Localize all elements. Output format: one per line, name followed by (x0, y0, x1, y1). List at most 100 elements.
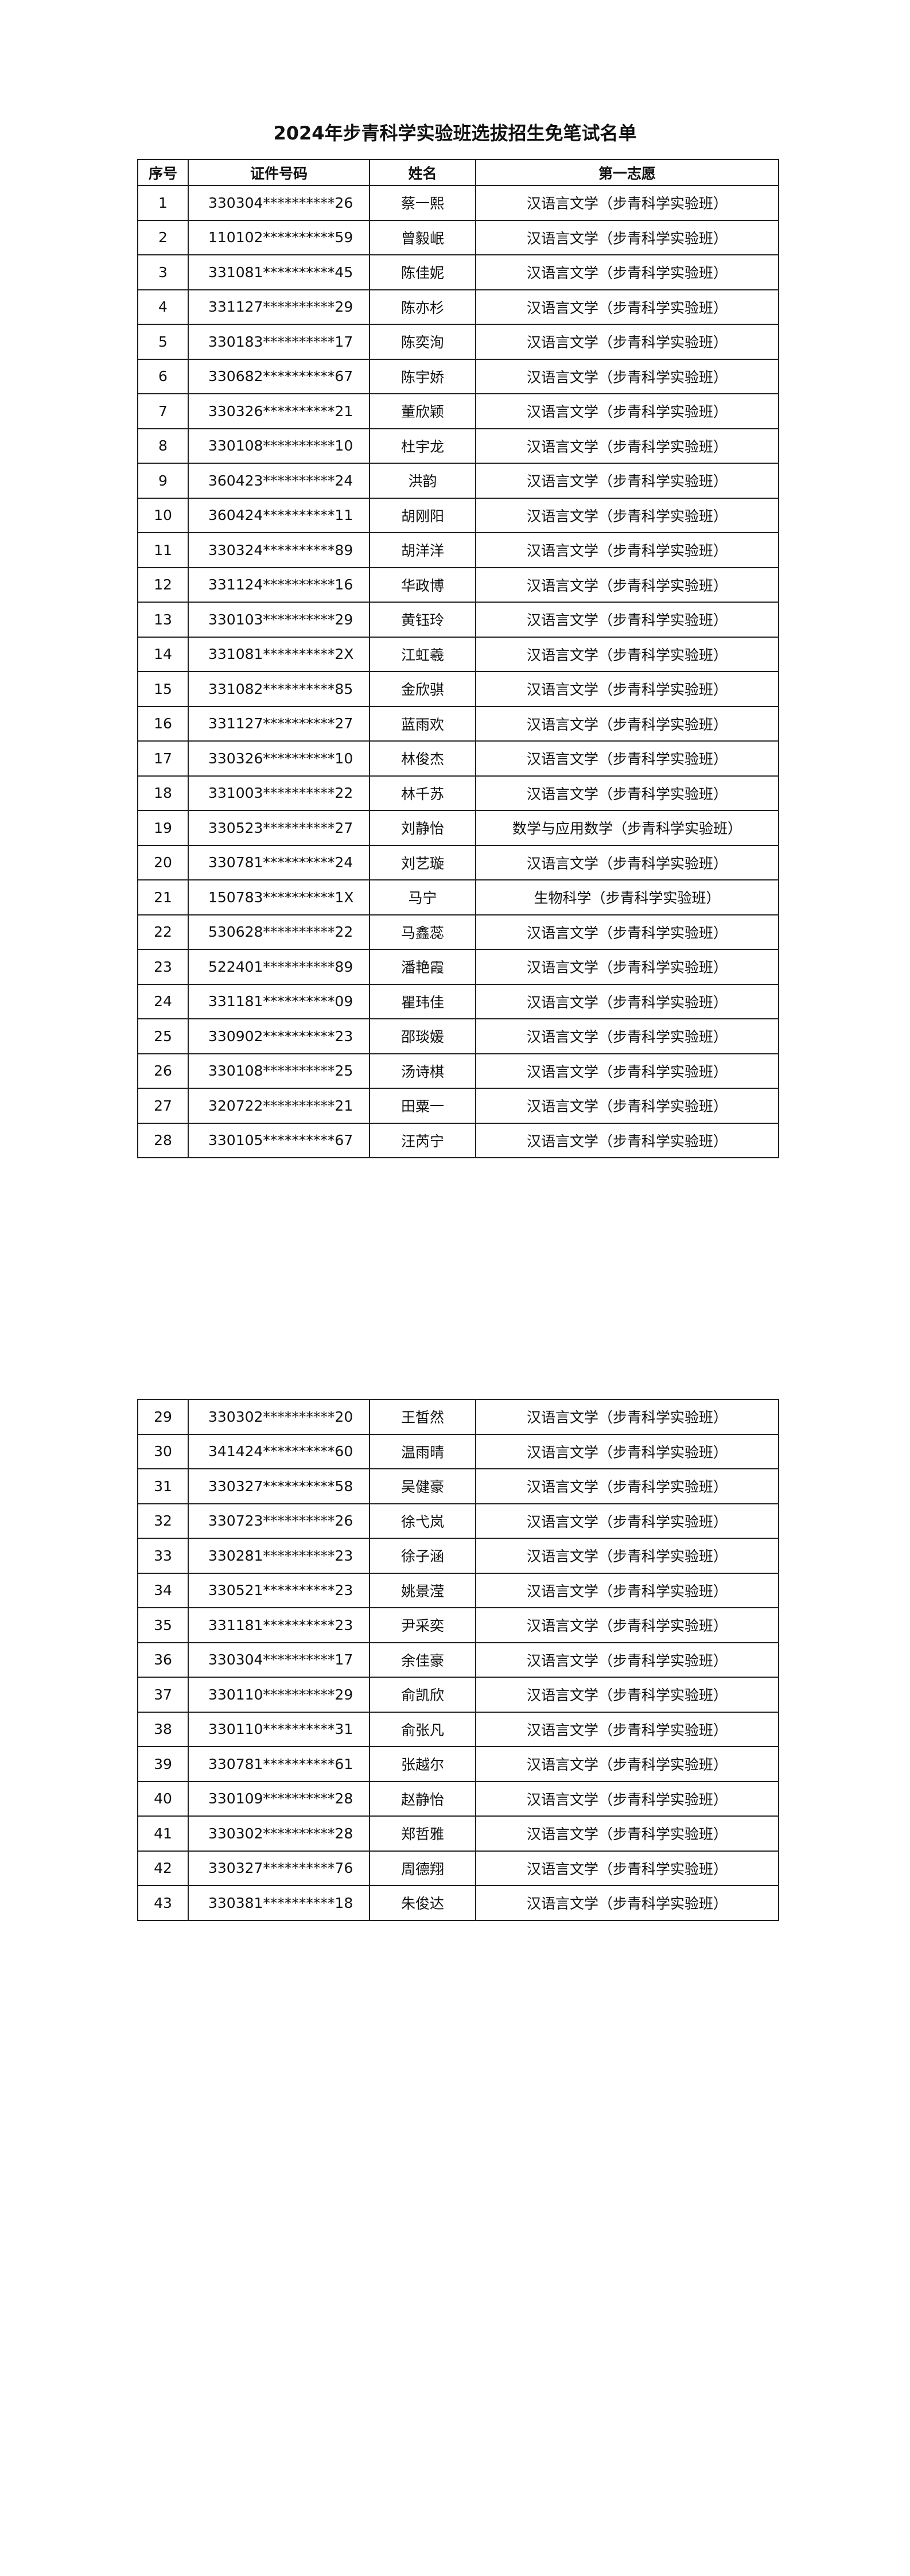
cell-name: 徐弋岚 (369, 1503, 476, 1539)
cell-first-choice: 汉语言文学（步青科学实验班） (475, 1677, 779, 1713)
cell-id-number: 330523**********27 (188, 810, 370, 846)
cell-id-number: 330109**********28 (188, 1780, 370, 1817)
table-row: 31 330327**********58 吴健豪 汉语言文学（步青科学实验班） (137, 1468, 779, 1504)
cell-index: 7 (137, 393, 189, 429)
cell-name: 朱俊达 (369, 1885, 476, 1921)
cell-id-number: 330105**********67 (188, 1122, 370, 1158)
cell-first-choice: 汉语言文学（步青科学实验班） (475, 705, 779, 742)
table-row: 14 331081**********2X 江虹羲 汉语言文学（步青科学实验班） (137, 636, 779, 672)
table-row: 3 331081**********45 陈佳妮 汉语言文学（步青科学实验班） (137, 254, 779, 290)
list-table-page-1: 序号 证件号码 姓名 第一志愿 1 330304**********26 蔡一熙 汉语… (137, 159, 779, 1158)
cell-name: 尹采奕 (369, 1607, 476, 1643)
cell-first-choice: 汉语言文学（步青科学实验班） (475, 358, 779, 394)
cell-id-number: 330304**********17 (188, 1642, 370, 1678)
table-row: 4 331127**********29 陈亦杉 汉语言文学（步青科学实验班） (137, 289, 779, 325)
cell-first-choice: 汉语言文学（步青科学实验班） (475, 1433, 779, 1469)
cell-index: 20 (137, 844, 189, 880)
cell-first-choice: 汉语言文学（步青科学实验班） (475, 671, 779, 707)
cell-id-number: 330781**********24 (188, 844, 370, 880)
cell-name: 吴健豪 (369, 1468, 476, 1504)
table-row: 40 330109**********28 赵静怡 汉语言文学（步青科学实验班） (137, 1780, 779, 1817)
cell-id-number: 330327**********58 (188, 1468, 370, 1504)
cell-id-number: 331003**********22 (188, 775, 370, 811)
table-row: 6 330682**********67 陈宇娇 汉语言文学（步青科学实验班） (137, 358, 779, 394)
cell-name: 陈奕洵 (369, 324, 476, 360)
cell-name: 陈宇娇 (369, 358, 476, 394)
cell-first-choice: 汉语言文学（步青科学实验班） (475, 949, 779, 985)
cell-name: 黄钰玲 (369, 602, 476, 638)
cell-id-number: 330326**********21 (188, 393, 370, 429)
header-first-choice: 第一志愿 (475, 159, 779, 186)
cell-id-number: 330902**********23 (188, 1018, 370, 1054)
table-row: 42 330327**********76 周德翔 汉语言文学（步青科学实验班） (137, 1850, 779, 1886)
cell-name: 潘艳霞 (369, 949, 476, 985)
table-row: 7 330326**********21 董欣颖 汉语言文学（步青科学实验班） (137, 393, 779, 429)
cell-index: 4 (137, 289, 189, 325)
cell-index: 25 (137, 1018, 189, 1054)
cell-index: 1 (137, 185, 189, 221)
list-table-page-2: 29 330302**********20 王皙然 汉语言文学（步青科学实验班） 30 3… (137, 1399, 779, 1921)
table-row: 21 150783**********1X 马宁 生物科学（步青科学实验班） (137, 879, 779, 915)
cell-name: 温雨晴 (369, 1433, 476, 1469)
cell-index: 9 (137, 463, 189, 499)
cell-id-number: 360424**********11 (188, 497, 370, 533)
cell-id-number: 330183**********17 (188, 324, 370, 360)
cell-name: 曾毅岷 (369, 219, 476, 255)
cell-name: 胡刚阳 (369, 497, 476, 533)
table-row: 43 330381**********18 朱俊达 汉语言文学（步青科学实验班） (137, 1885, 779, 1921)
cell-first-choice: 汉语言文学（步青科学实验班） (475, 740, 779, 777)
cell-id-number: 331124**********16 (188, 567, 370, 603)
table-row: 32 330723**********26 徐弋岚 汉语言文学（步青科学实验班） (137, 1503, 779, 1539)
cell-index: 16 (137, 705, 189, 742)
cell-name: 徐子涵 (369, 1538, 476, 1574)
cell-name: 杜宇龙 (369, 428, 476, 464)
cell-index: 18 (137, 775, 189, 811)
cell-first-choice: 汉语言文学（步青科学实验班） (475, 463, 779, 499)
cell-index: 26 (137, 1053, 189, 1089)
cell-name: 王皙然 (369, 1399, 476, 1435)
cell-index: 35 (137, 1607, 189, 1643)
table-header-row: 序号 证件号码 姓名 第一志愿 (137, 159, 779, 186)
cell-index: 34 (137, 1572, 189, 1608)
cell-id-number: 330781**********61 (188, 1746, 370, 1782)
table-row: 19 330523**********27 刘静怡 数学与应用数学（步青科学实验班） (137, 810, 779, 846)
cell-id-number: 330326**********10 (188, 740, 370, 777)
cell-id-number: 330324**********89 (188, 532, 370, 568)
cell-first-choice: 汉语言文学（步青科学实验班） (475, 185, 779, 221)
cell-first-choice: 汉语言文学（步青科学实验班） (475, 1538, 779, 1574)
cell-name: 瞿玮佳 (369, 983, 476, 1019)
cell-first-choice: 汉语言文学（步青科学实验班） (475, 289, 779, 325)
cell-index: 13 (137, 602, 189, 638)
table-row: 5 330183**********17 陈奕洵 汉语言文学（步青科学实验班） (137, 324, 779, 360)
cell-first-choice: 汉语言文学（步青科学实验班） (475, 1815, 779, 1852)
cell-first-choice: 汉语言文学（步青科学实验班） (475, 844, 779, 880)
cell-index: 21 (137, 879, 189, 915)
cell-index: 11 (137, 532, 189, 568)
table-row: 8 330108**********10 杜宇龙 汉语言文学（步青科学实验班） (137, 428, 779, 464)
table-row: 16 331127**********27 蓝雨欢 汉语言文学（步青科学实验班） (137, 705, 779, 742)
cell-index: 39 (137, 1746, 189, 1782)
cell-name: 余佳豪 (369, 1642, 476, 1678)
cell-index: 17 (137, 740, 189, 777)
header-id-number: 证件号码 (188, 159, 370, 186)
table-row: 13 330103**********29 黄钰玲 汉语言文学（步青科学实验班） (137, 602, 779, 638)
table-row: 1 330304**********26 蔡一熙 汉语言文学（步青科学实验班） (137, 185, 779, 221)
table-row: 20 330781**********24 刘艺璇 汉语言文学（步青科学实验班） (137, 844, 779, 880)
cell-index: 33 (137, 1538, 189, 1574)
table-row: 30 341424**********60 温雨晴 汉语言文学（步青科学实验班） (137, 1433, 779, 1469)
cell-first-choice: 汉语言文学（步青科学实验班） (475, 567, 779, 603)
cell-id-number: 330281**********23 (188, 1538, 370, 1574)
cell-name: 陈佳妮 (369, 254, 476, 290)
cell-id-number: 330304**********26 (188, 185, 370, 221)
cell-index: 28 (137, 1122, 189, 1158)
table-row: 24 331181**********09 瞿玮佳 汉语言文学（步青科学实验班） (137, 983, 779, 1019)
table-body: 1 330304**********26 蔡一熙 汉语言文学（步青科学实验班） 2 110… (137, 185, 779, 1158)
table-row: 27 320722**********21 田粟一 汉语言文学（步青科学实验班） (137, 1088, 779, 1124)
cell-id-number: 331181**********23 (188, 1607, 370, 1643)
cell-first-choice: 汉语言文学（步青科学实验班） (475, 914, 779, 950)
table-row: 28 330105**********67 汪芮宁 汉语言文学（步青科学实验班） (137, 1122, 779, 1158)
cell-name: 刘艺璇 (369, 844, 476, 880)
cell-id-number: 110102**********59 (188, 219, 370, 255)
cell-name: 刘静怡 (369, 810, 476, 846)
cell-name: 江虹羲 (369, 636, 476, 672)
